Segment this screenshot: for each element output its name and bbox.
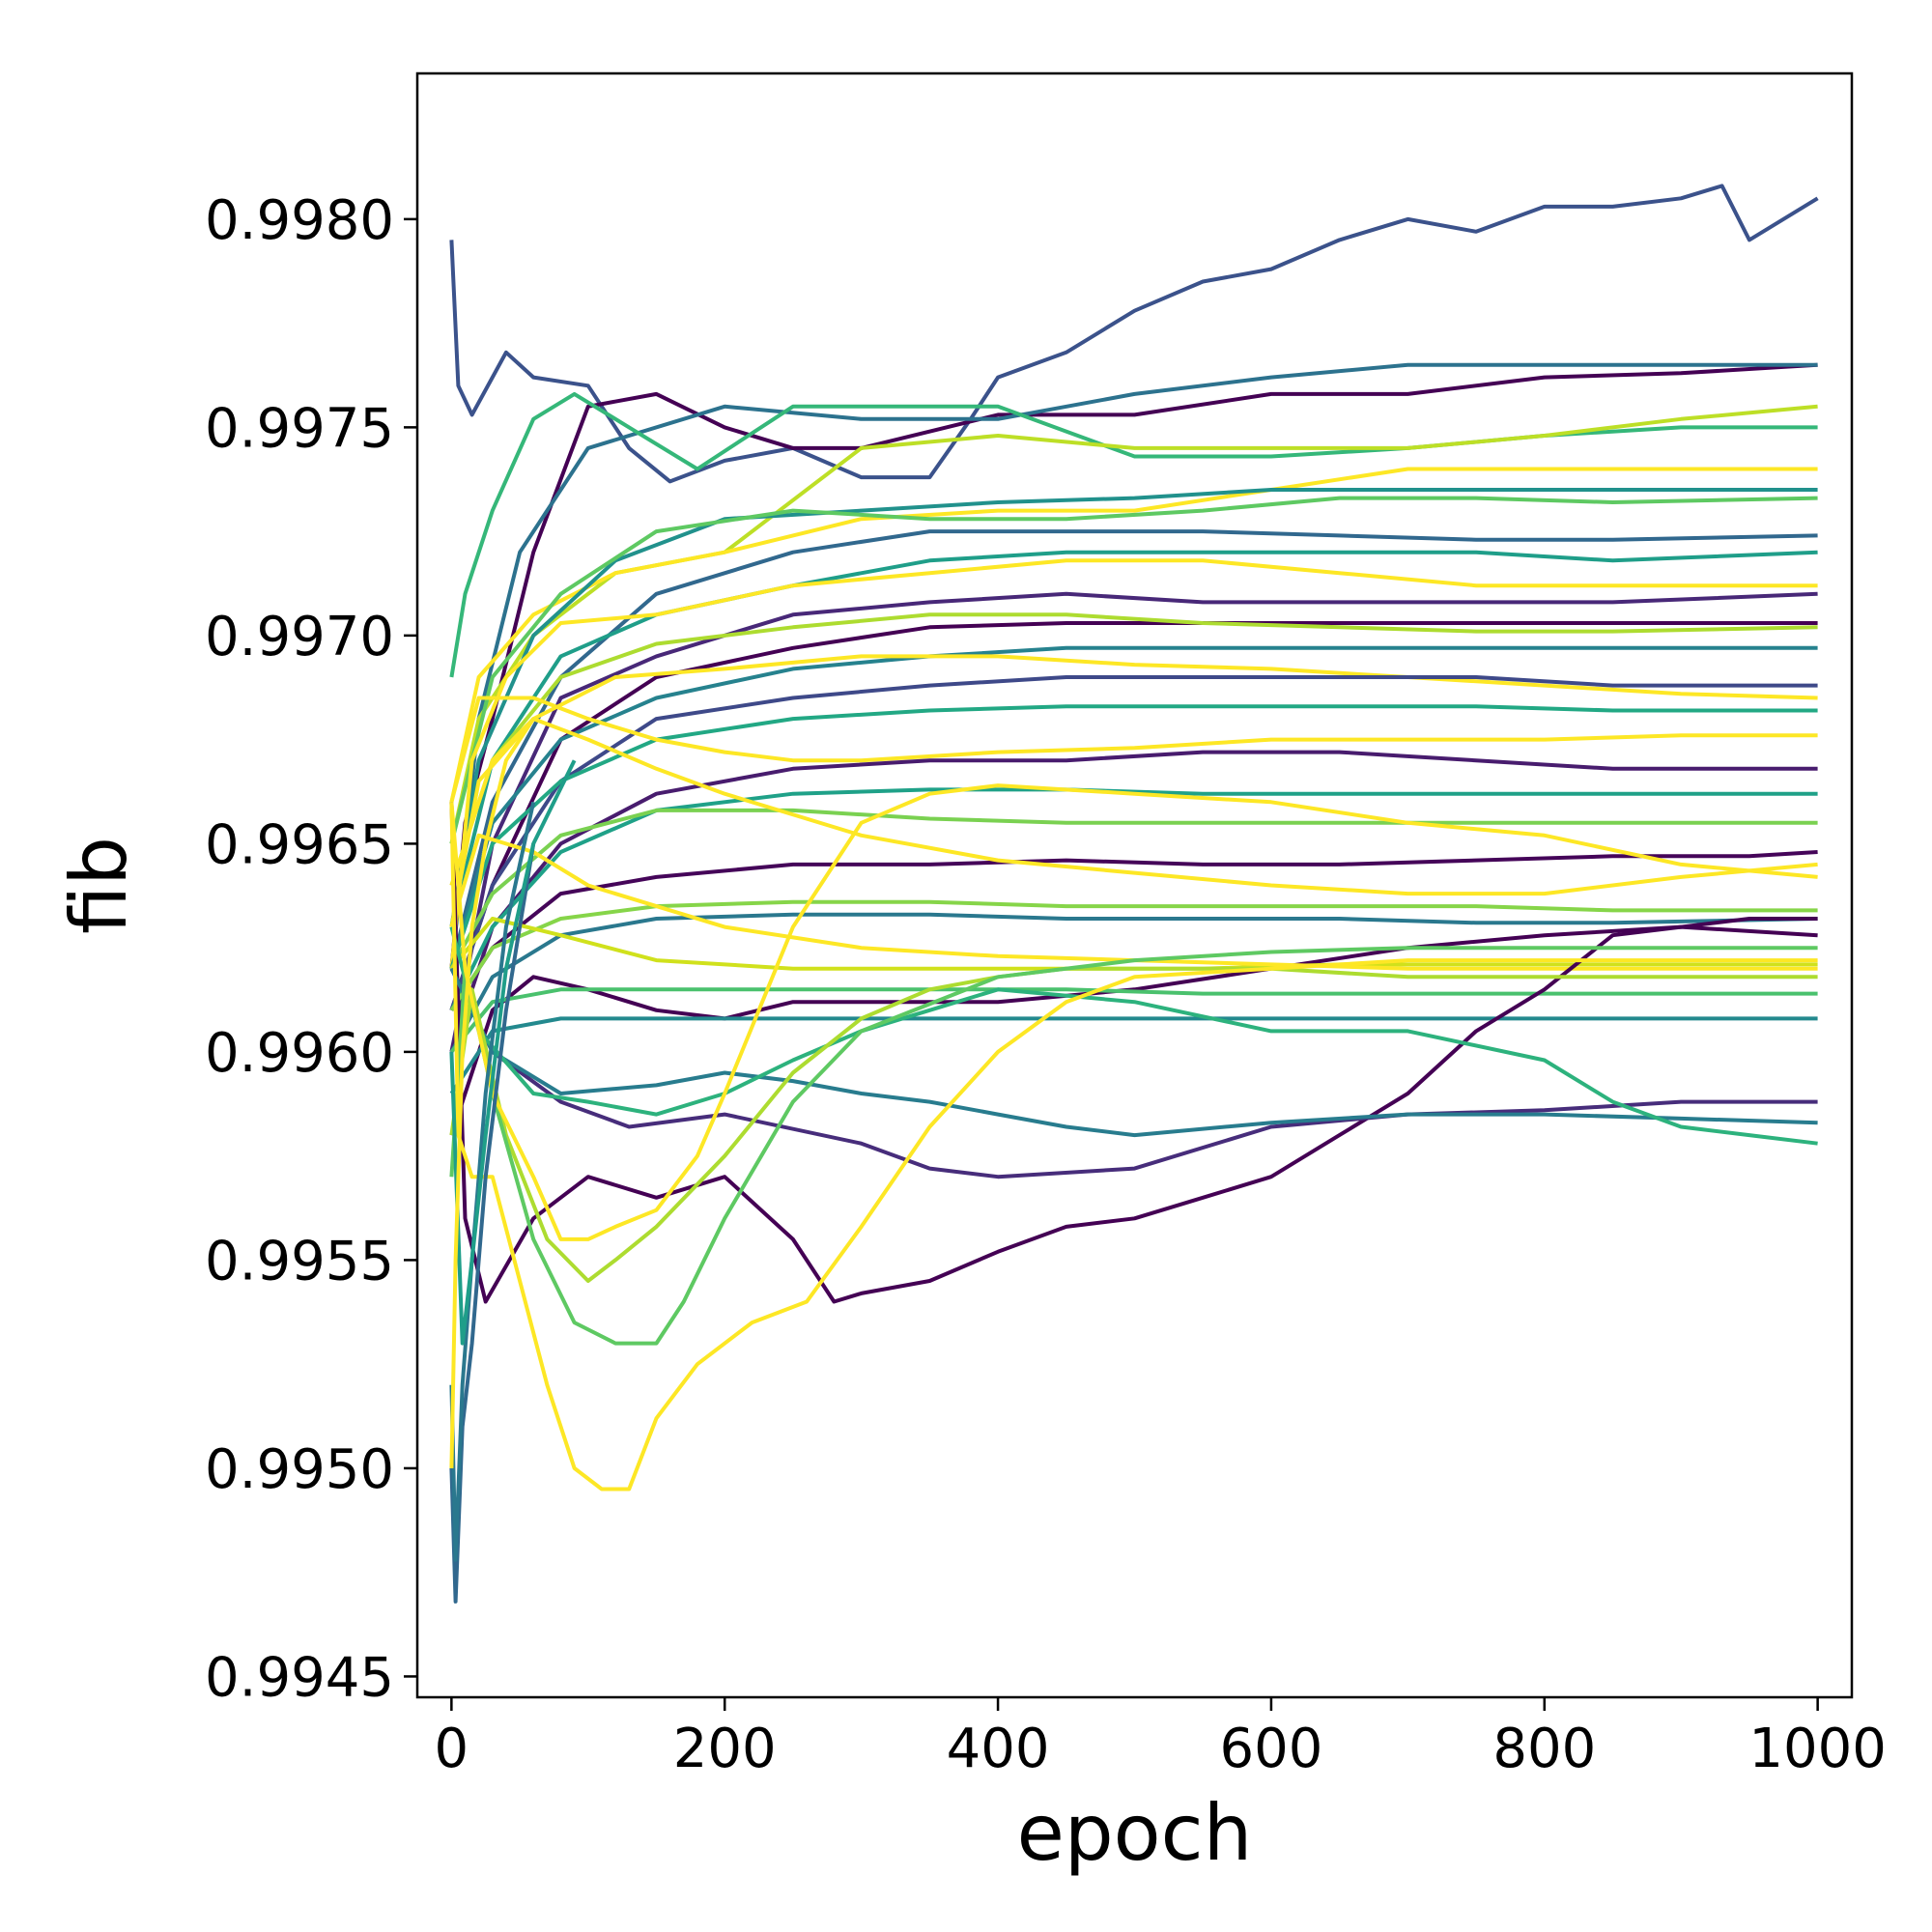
series-line-33 (449, 967, 1818, 1179)
series-line-8 (449, 496, 1818, 844)
series-line-9 (449, 529, 1818, 970)
series-line-10 (449, 550, 1818, 928)
series-line-7 (449, 488, 1818, 927)
x-axis: 0 200 400 600 800 1000 (435, 1697, 1887, 1780)
y-tick-label: 0.9955 (205, 1230, 394, 1293)
series-line-14 (449, 612, 1818, 887)
y-tick-label: 0.9960 (205, 1022, 394, 1085)
x-tick-label: 200 (673, 1718, 777, 1780)
series-line-39 (449, 783, 1818, 1241)
y-axis: 0.9945 0.9950 0.9955 0.9960 0.9965 0.9970 0.99… (205, 189, 417, 1709)
series-line-11 (449, 558, 1818, 969)
series-line-32 (449, 802, 1818, 1304)
x-axis-label: epoch (1017, 1788, 1253, 1878)
series-line-12 (449, 591, 1818, 1053)
x-tick-label: 1000 (1748, 1718, 1887, 1780)
series-line-15 (449, 645, 1818, 970)
series-line-42 (449, 759, 577, 1346)
series-line-3 (449, 362, 1818, 969)
y-axis-label: fib (54, 837, 144, 934)
series-line-31 (449, 1016, 1818, 1095)
series-line-30 (449, 987, 1818, 1054)
y-tick-label: 0.9965 (205, 813, 394, 876)
series-line-21 (449, 787, 1818, 1011)
x-tick-label: 0 (435, 1718, 469, 1780)
y-tick-label: 0.9970 (205, 606, 394, 668)
series-line-23 (449, 850, 1818, 1011)
series-line-35 (449, 926, 1818, 1146)
series-line-38 (449, 802, 1818, 1492)
x-tick-label: 400 (947, 1718, 1050, 1780)
series-line-40 (449, 843, 536, 1604)
series-line-13 (449, 621, 1818, 1011)
series-line-17 (449, 675, 1818, 1011)
series-line-19 (449, 696, 1818, 803)
series-line-1 (449, 184, 1819, 484)
series-line-26 (449, 912, 1818, 1053)
series-line-18 (449, 704, 1818, 970)
series-line-43 (449, 718, 535, 1468)
y-tick-label: 0.9975 (205, 397, 394, 460)
y-tick-label: 0.9950 (205, 1438, 394, 1501)
plot-frame (415, 71, 1854, 1699)
series-line-29 (449, 833, 1818, 971)
series-line-24 (449, 717, 1818, 896)
x-tick-label: 600 (1219, 1718, 1322, 1780)
series-line-37 (449, 946, 1818, 1346)
series-line-27 (449, 924, 1818, 1136)
series-line-36 (449, 966, 1818, 1283)
series-line-6 (449, 467, 1818, 803)
x-tick-label: 800 (1492, 1718, 1596, 1780)
series-line-34 (449, 967, 1818, 1138)
series-line-4 (449, 391, 1818, 678)
series-line-25 (449, 899, 1818, 1011)
y-tick-label: 0.9980 (205, 189, 394, 252)
series-line-22 (449, 808, 1818, 970)
series-line-28 (449, 917, 1818, 971)
series-line-20 (449, 750, 1818, 1053)
series-layer (449, 184, 1819, 1604)
y-tick-label: 0.9945 (205, 1646, 394, 1709)
